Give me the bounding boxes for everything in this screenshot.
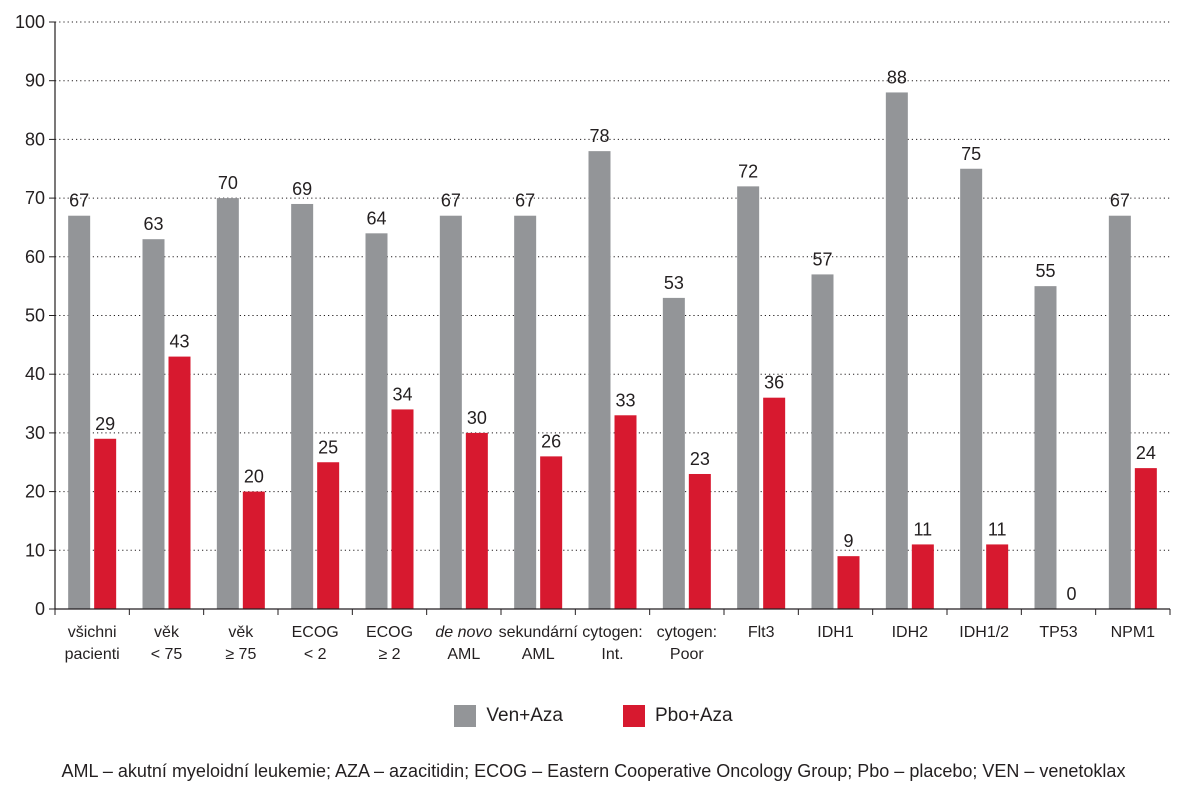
y-tick-label: 0 (35, 599, 45, 619)
y-axis-ticks: 0 10 20 30 40 50 60 70 80 90 100 (15, 12, 55, 619)
bar (242, 491, 265, 609)
bar (1108, 215, 1131, 609)
x-tick-label: IDH1/2 (959, 624, 1009, 641)
legend-label-pbo-aza: Pbo+Aza (654, 705, 733, 726)
data-label: 63 (143, 214, 163, 234)
bar (662, 297, 685, 609)
data-label: 57 (812, 249, 832, 269)
bar (540, 456, 563, 609)
bar (885, 92, 908, 609)
data-label: 34 (392, 384, 412, 404)
y-tick-label: 50 (25, 306, 45, 326)
legend-item-ven-aza: Ven+Aza (454, 705, 563, 727)
data-labels: 67 63 70 69 64 67 67 78 53 72 57 88 75 55 67 29 43 20 25 34… (69, 67, 1156, 604)
y-tick-label: 70 (25, 188, 45, 208)
gridlines (55, 21, 1170, 551)
x-tick-label: TP53 (1039, 624, 1077, 641)
bar (439, 215, 462, 609)
y-tick-label: 30 (25, 423, 45, 443)
x-tick-label: Flt3 (748, 624, 775, 641)
y-tick-label: 20 (25, 482, 45, 502)
data-label: 25 (318, 437, 338, 457)
bar (588, 151, 611, 609)
data-label: 67 (69, 191, 89, 211)
data-label: 29 (95, 414, 115, 434)
bar (317, 462, 340, 609)
y-tick-label: 40 (25, 364, 45, 384)
data-label: 64 (366, 208, 386, 228)
bar (837, 556, 860, 609)
x-axis-ticks: všichni pacienti věk < 75 věk ≥ 75 ECOG < 2 ECOG… (54, 609, 1171, 663)
y-tick-label: 100 (15, 12, 45, 32)
bar (1034, 286, 1057, 609)
bar (688, 473, 711, 609)
legend-label-ven-aza: Ven+Aza (486, 705, 563, 726)
bar (168, 356, 191, 609)
bar (1134, 468, 1157, 609)
data-label: 53 (664, 273, 684, 293)
data-label: 88 (887, 67, 907, 87)
bar (216, 198, 239, 609)
data-label: 36 (764, 373, 784, 393)
bar (94, 438, 117, 609)
data-label: 67 (441, 191, 461, 211)
data-label: 20 (244, 467, 264, 487)
x-tick-label: de novo AML (435, 624, 492, 663)
data-label: 0 (1066, 584, 1076, 604)
bar (763, 397, 786, 609)
data-label: 23 (690, 449, 710, 469)
y-tick-label: 60 (25, 247, 45, 267)
bar (737, 186, 760, 610)
x-tick-label: NPM1 (1111, 624, 1156, 641)
bar (68, 215, 91, 609)
data-label: 78 (589, 126, 609, 146)
y-tick-label: 10 (25, 540, 45, 560)
bar (514, 215, 537, 609)
x-tick-label: ECOG ≥ 2 (366, 624, 413, 663)
data-label: 67 (515, 191, 535, 211)
data-label: 33 (615, 390, 635, 410)
legend-swatch-pbo-aza (622, 705, 645, 727)
x-tick-label: sekundární AML (499, 624, 579, 663)
data-label: 26 (541, 431, 561, 451)
data-label: 55 (1035, 261, 1055, 281)
x-tick-label: věk < 75 (151, 624, 183, 663)
bar (960, 168, 983, 609)
bar (391, 409, 414, 609)
bar (986, 544, 1009, 609)
legend-item-pbo-aza: Pbo+Aza (622, 705, 733, 727)
bar (142, 239, 165, 609)
data-label: 43 (169, 332, 189, 352)
x-tick-label: IDH1 (817, 624, 854, 641)
bar (291, 203, 314, 609)
data-label: 30 (467, 408, 487, 428)
y-tick-label: 80 (25, 129, 45, 149)
bar (614, 415, 637, 609)
footnote: AML – akutní myeloidní leukemie; AZA – a… (61, 761, 1126, 781)
bar (811, 274, 834, 609)
data-label: 75 (961, 144, 981, 164)
bars (68, 92, 1157, 610)
data-label: 11 (913, 519, 932, 539)
legend-swatch-ven-aza (454, 705, 477, 727)
x-tick-label: cytogen: Int. (582, 624, 642, 663)
x-tick-label: ECOG < 2 (292, 624, 339, 663)
bar (465, 432, 488, 609)
x-tick-label: cytogen: Poor (657, 624, 717, 663)
data-label: 24 (1136, 443, 1156, 463)
data-label: 72 (738, 161, 758, 181)
legend: Ven+Aza Pbo+Aza (0, 705, 1187, 727)
bar (911, 544, 934, 609)
bar (365, 233, 388, 609)
data-label: 69 (292, 179, 312, 199)
data-label: 70 (218, 173, 238, 193)
x-tick-label: všichni pacienti (65, 624, 120, 663)
data-label: 11 (988, 519, 1007, 539)
data-label: 9 (843, 531, 853, 551)
data-label: 67 (1110, 191, 1130, 211)
x-tick-label: věk ≥ 75 (225, 624, 256, 663)
x-tick-label: IDH2 (892, 624, 929, 641)
y-tick-label: 90 (25, 71, 45, 91)
